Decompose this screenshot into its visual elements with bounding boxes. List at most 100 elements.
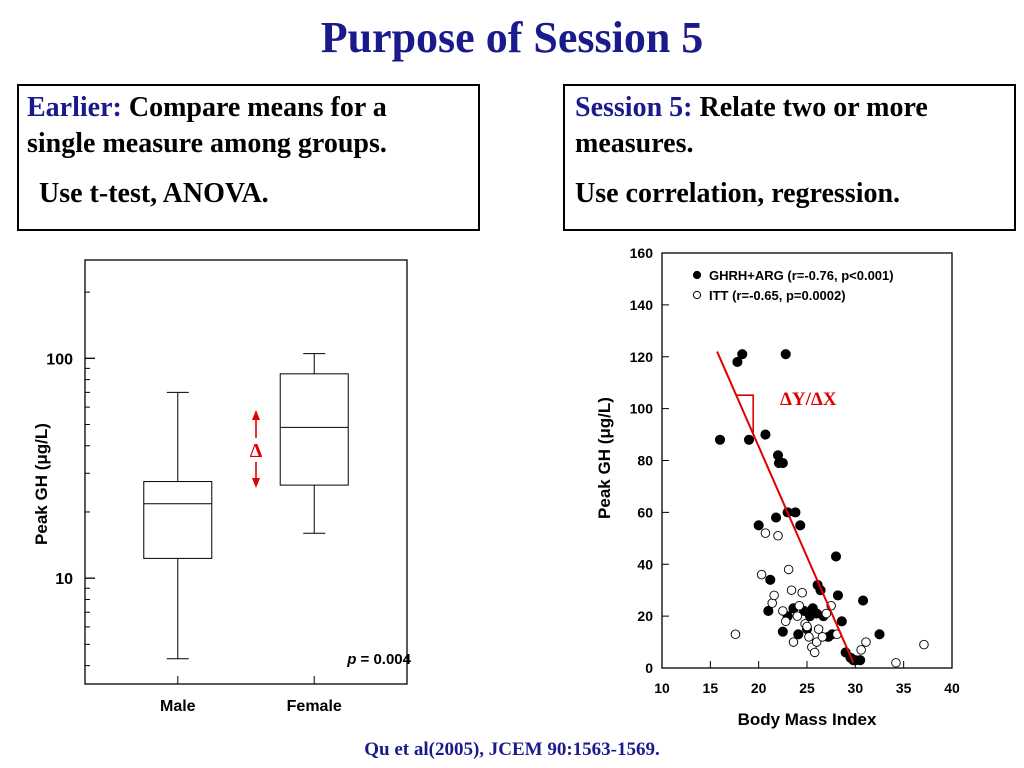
point-ghrh-arg [765,574,776,585]
scatter-points [714,349,929,668]
point-itt [802,621,812,632]
slide-title: Purpose of Session 5 [320,13,704,62]
session5-line-2: measures. [575,128,694,159]
legend-marker-ghrh [692,270,702,280]
point-itt [773,530,783,541]
x-tick-label: 15 [703,680,719,696]
x-category-label: Female [287,698,342,715]
scatter-ticks: 0 20 40 60 80 100 120 140 160 10 15 20 25 30 35 40 [630,245,960,696]
earlier-line-1: Earlier: Compare means for a [27,90,470,126]
delta-arrowhead-down [252,478,260,488]
boxplot-boxes: Male Female [143,353,349,715]
boxplot-p-text: = 0.004 [356,651,411,668]
regression-line [716,351,855,664]
y-tick-label: 20 [637,608,653,624]
session5-line-1-text: Relate two or more [692,92,928,123]
box [143,481,213,559]
point-ghrh-arg [790,507,801,518]
point-itt [780,616,791,627]
slope-label: ΔY/ΔX [780,389,837,410]
boxplot-axes [84,259,408,685]
point-itt [788,637,799,647]
slope-triangle [736,394,754,434]
point-itt [821,608,832,619]
scatter-panel: 0 20 40 60 80 100 120 140 160 10 15 20 25 30 35 40 Body… [572,238,977,738]
point-ghrh-arg [874,629,885,640]
point-ghrh-arg [832,590,843,601]
point-ghrh-arg [855,655,866,666]
y-tick-label: 160 [630,245,654,261]
point-itt [794,601,805,611]
session5-line-1: Session 5: Relate two or more [575,90,1006,126]
x-tick-label: 35 [896,680,912,696]
point-ghrh-arg [780,349,791,360]
point-itt [786,585,797,595]
citation: Qu et al(2005), JCEM 90:1563-1569. [364,739,660,760]
point-ghrh-arg [732,356,743,367]
boxplot-delta-annotation: Δ [250,410,263,488]
x-tick-label: 20 [751,680,767,696]
point-ghrh-arg [753,520,764,531]
y-tick-label: 10 [55,571,73,588]
point-itt [861,637,871,647]
point-itt [730,629,741,640]
point-itt [817,632,828,642]
point-itt [756,569,767,580]
point-ghrh-arg [795,520,806,531]
earlier-box: Earlier: Compare means for a single meas… [17,84,480,231]
box [279,373,349,486]
y-tick-label: 100 [630,401,654,417]
boxplot-chart: 10 100 Male Female Peak GH (μg/L) p = 0.00… [32,259,412,715]
scatter-frame [661,252,953,669]
boxplot-ticks: 10 100 [46,291,315,684]
point-itt [769,590,779,601]
point-ghrh-arg [737,349,748,360]
x-tick-label: 10 [654,680,670,696]
point-itt [804,632,814,642]
point-itt [813,624,824,634]
point-ghrh-arg [760,429,771,440]
y-tick-label: 100 [46,351,73,368]
session5-line-3: Use correlation, regression. [575,178,901,209]
boxplot-p-symbol: p [346,651,356,668]
scatter-chart: 0 20 40 60 80 100 120 140 160 10 15 20 25 30 35 40 Body… [595,245,960,729]
point-itt [797,588,807,598]
point-ghrh-arg [830,551,842,562]
point-itt [809,647,820,658]
session5-box: Session 5: Relate two or more measures. … [563,84,1016,231]
x-tick-label: 25 [799,680,815,696]
legend-marker-itt [692,290,702,300]
y-tick-label: 120 [630,349,654,365]
earlier-line-3: Use t-test, ANOVA. [39,178,269,209]
point-ghrh-arg [763,605,774,616]
scatter-y-axis-label: Peak GH (μg/L) [595,397,614,519]
x-tick-label: 30 [848,680,864,696]
scatter-regression [716,351,855,664]
scatter-legend: GHRH+ARG (r=-0.76, p<0.001) ITT (r=-0.65… [692,268,894,303]
point-ghrh-arg [836,616,847,627]
y-tick-label: 0 [645,660,653,676]
point-itt [856,645,866,655]
y-tick-label: 40 [637,556,653,572]
scatter-x-axis-label: Body Mass Index [738,710,877,729]
scatter-axes [661,252,953,669]
legend-label-ghrh: GHRH+ARG (r=-0.76, p<0.001) [709,268,894,283]
y-tick-label: 80 [637,453,653,469]
legend-label-itt: ITT (r=-0.65, p=0.0002) [709,288,846,303]
point-itt [778,606,788,616]
session5-label: Session 5: [575,92,693,123]
earlier-label: Earlier: [27,92,122,123]
y-tick-label: 140 [630,297,654,313]
boxplot-panel: 10 100 Male Female Peak GH (μg/L) p = 0.00… [17,238,454,730]
delta-label: Δ [250,440,263,462]
point-ghrh-arg [714,434,726,445]
boxplot-frame [84,259,408,685]
earlier-line-1-text: Compare means for a [121,92,387,123]
delta-arrowhead-up [252,410,260,420]
point-itt [891,658,901,668]
earlier-line-2: single measure among groups. [27,128,387,159]
x-category-label: Male [160,698,196,715]
point-ghrh-arg [777,458,788,469]
point-ghrh-arg [771,512,782,523]
point-ghrh-arg [777,626,788,637]
